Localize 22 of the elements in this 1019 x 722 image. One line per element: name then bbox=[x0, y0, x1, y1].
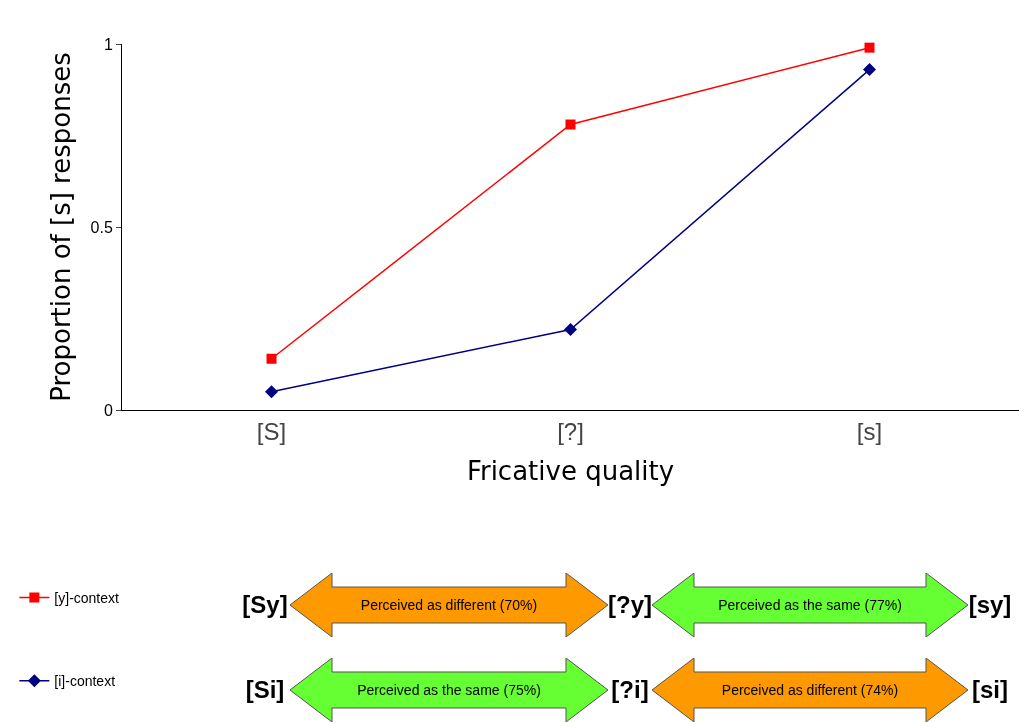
y-tick-label: 0.5 bbox=[90, 218, 113, 236]
point bbox=[265, 385, 278, 399]
text: [Sy] bbox=[242, 591, 288, 619]
y-axis-title: Proportion of [s] responses bbox=[45, 52, 76, 402]
text: [si] bbox=[972, 676, 1008, 704]
legend-label: [y]-context bbox=[54, 590, 120, 607]
x-tick-label: [?] bbox=[557, 417, 584, 445]
y-tick-label: 0 bbox=[103, 401, 113, 419]
point bbox=[864, 42, 875, 53]
point bbox=[564, 322, 577, 336]
x-axis-title: Fricative quality bbox=[466, 456, 675, 487]
text: [Si] bbox=[245, 676, 285, 704]
point bbox=[565, 119, 576, 130]
text: [?i] bbox=[611, 676, 649, 704]
text: [?y] bbox=[608, 591, 652, 619]
x-tick-label: [S] bbox=[256, 417, 287, 445]
y-tick-label: 1 bbox=[103, 35, 113, 53]
point bbox=[266, 353, 277, 364]
text: [sy] bbox=[968, 591, 1012, 619]
point bbox=[863, 63, 876, 77]
x-tick-label: [s] bbox=[856, 417, 883, 445]
legend-label: [i]-context bbox=[54, 673, 116, 690]
